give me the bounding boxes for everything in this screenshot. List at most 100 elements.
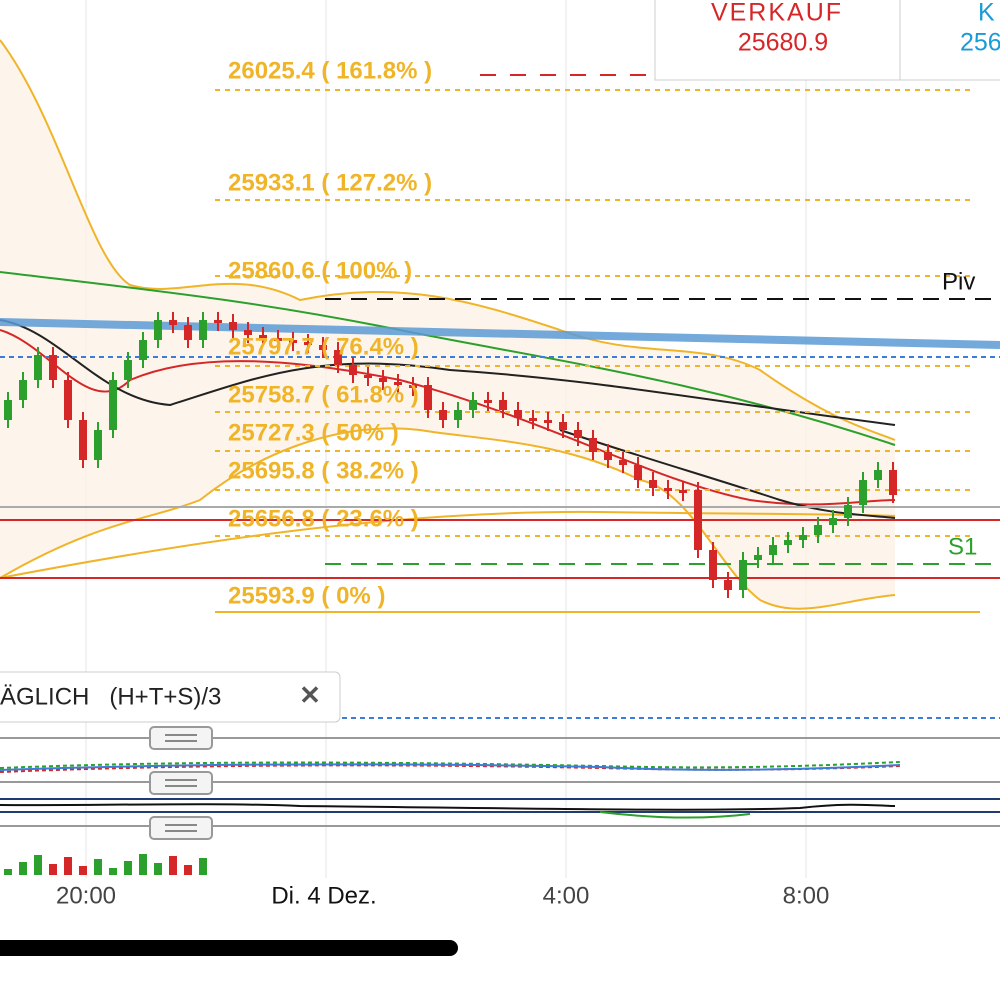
- candle-body: [859, 480, 867, 505]
- volume: [4, 854, 207, 875]
- home-indicator[interactable]: [0, 940, 458, 956]
- candle-body: [829, 518, 837, 525]
- time-label: 20:00: [56, 882, 116, 909]
- candle-body: [814, 525, 822, 535]
- indicator-label: ÄGLICH (H+T+S)/3: [0, 683, 221, 710]
- candle-body: [169, 320, 177, 325]
- panel-handles[interactable]: [149, 726, 213, 840]
- fib-labels: 26025.4 ( 161.8% ) 25933.1 ( 127.2% ) 2586…: [228, 57, 432, 609]
- candle-body: [49, 355, 57, 380]
- volume-bar: [34, 855, 42, 875]
- candle-body: [634, 465, 642, 480]
- volume-bar: [64, 857, 72, 875]
- fib-label: 26025.4 ( 161.8% ): [228, 57, 432, 84]
- candle-body: [769, 545, 777, 555]
- fib-lines: [215, 89, 975, 537]
- candle-body: [79, 420, 87, 460]
- fib-label: 25593.9 ( 0% ): [228, 582, 385, 609]
- candle-body: [874, 470, 882, 480]
- buy-box[interactable]: [899, 0, 1000, 81]
- time-label: 4:00: [543, 882, 590, 909]
- volume-bar: [109, 868, 117, 875]
- sell-box[interactable]: [654, 0, 901, 81]
- candle-body: [409, 385, 417, 388]
- date-highlight: [248, 878, 398, 918]
- candle-body: [589, 438, 597, 452]
- volume-bar: [49, 864, 57, 875]
- candle-body: [529, 418, 537, 421]
- candle-body: [784, 540, 792, 545]
- volume-bar: [94, 859, 102, 875]
- candle-body: [514, 410, 522, 418]
- candle-body: [424, 385, 432, 410]
- candle-body: [544, 420, 552, 423]
- candle-body: [844, 505, 852, 518]
- pivot-label: Piv: [942, 268, 975, 295]
- candle-body: [604, 452, 612, 460]
- candle-body: [319, 345, 327, 350]
- candle-body: [109, 380, 117, 430]
- candle-body: [379, 378, 387, 382]
- volume-bar: [139, 854, 147, 875]
- candle-body: [754, 555, 762, 560]
- candle-body: [349, 365, 357, 375]
- candle-body: [559, 422, 567, 430]
- candle-body: [439, 410, 447, 420]
- candle-body: [739, 560, 747, 590]
- time-label: 8:00: [783, 882, 830, 909]
- candles: [4, 312, 897, 598]
- volume-bar: [154, 863, 162, 875]
- candle-body: [394, 382, 402, 385]
- candle-body: [304, 342, 312, 345]
- volume-bar: [169, 856, 177, 875]
- candle-body: [154, 320, 162, 340]
- volume-bar: [79, 866, 87, 875]
- fib-label: 25656.8 ( 23.6% ): [228, 505, 419, 532]
- candle-body: [499, 400, 507, 410]
- candle-body: [64, 380, 72, 420]
- volume-bar: [184, 865, 192, 875]
- fib-label: 25727.3 ( 50% ): [228, 419, 399, 446]
- sell-price: 25680.9: [738, 29, 828, 57]
- candle-body: [289, 340, 297, 343]
- candle-body: [664, 488, 672, 491]
- candle-body: [19, 380, 27, 400]
- candle-body: [124, 360, 132, 380]
- trend-line: [0, 318, 1000, 349]
- candle-body: [244, 330, 252, 335]
- fib-label: 25933.1 ( 127.2% ): [228, 169, 432, 196]
- candle-body: [334, 350, 342, 365]
- candle-body: [364, 375, 372, 378]
- fib-label: 25695.8 ( 38.2% ): [228, 457, 419, 484]
- volume-bar: [199, 858, 207, 875]
- candle-body: [184, 325, 192, 340]
- candle-body: [4, 400, 12, 420]
- candle-body: [94, 430, 102, 460]
- candle-body: [454, 410, 462, 420]
- fib-label: 25758.7 ( 61.8% ): [228, 381, 419, 408]
- fib-label: 25797.7 ( 76.4% ): [228, 333, 419, 360]
- fib-label: 25860.6 ( 100% ): [228, 257, 412, 284]
- candle-body: [574, 430, 582, 438]
- candle-body: [619, 460, 627, 465]
- candle-body: [694, 490, 702, 550]
- time-axis-bg: [0, 878, 1000, 918]
- date-label: Di. 4 Dez.: [271, 882, 376, 909]
- close-button[interactable]: ✕: [299, 680, 321, 710]
- candle-body: [229, 322, 237, 330]
- candle-body: [679, 490, 687, 493]
- candle-body: [889, 470, 897, 495]
- candle-body: [259, 335, 267, 338]
- s1-label: S1: [948, 533, 977, 560]
- candle-body: [34, 355, 42, 380]
- candle-body: [214, 320, 222, 323]
- sell-label: VERKAUF: [711, 0, 843, 27]
- volume-bar: [19, 862, 27, 875]
- volume-bar: [4, 869, 12, 875]
- indicator-box[interactable]: ÄGLICH (H+T+S)/3 ✕: [0, 671, 341, 723]
- candle-body: [274, 338, 282, 341]
- candle-body: [709, 550, 717, 580]
- header: VERKAUF 25680.9 K 256: [654, 0, 1000, 81]
